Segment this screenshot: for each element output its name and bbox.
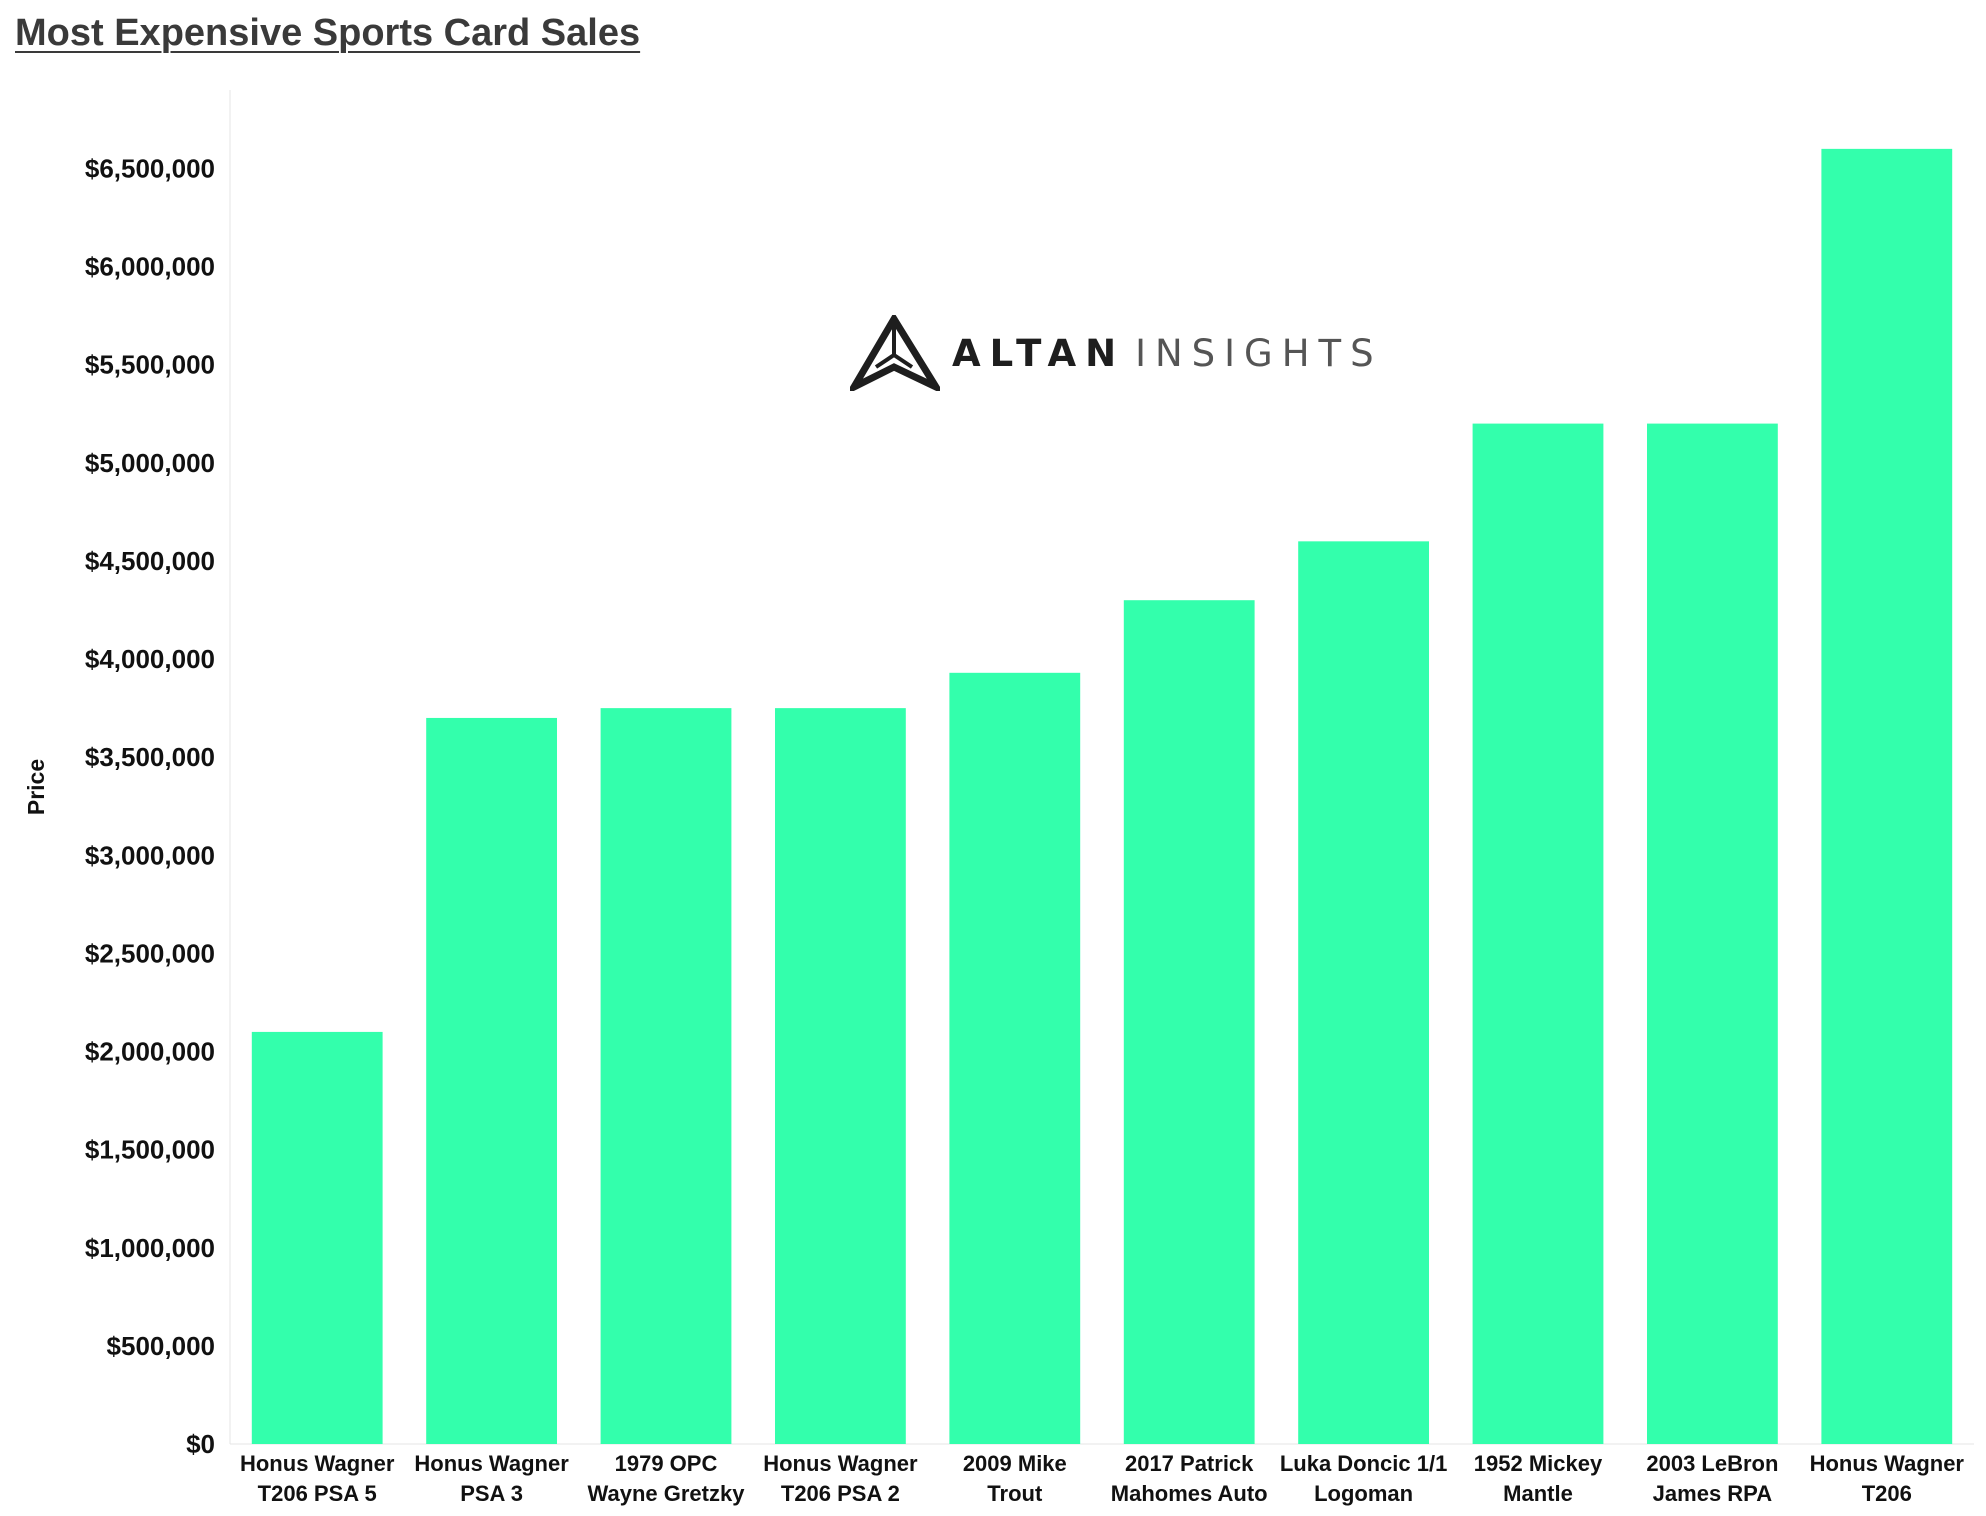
logo-word-altan: ALTAN [952,331,1126,375]
y-tick-label: $5,000,000 [85,448,215,478]
y-tick-label: $3,500,000 [85,742,215,772]
bar [1472,423,1604,1444]
y-tick-label: $1,000,000 [85,1233,215,1263]
y-axis-title: Price [23,759,49,815]
x-tick-label: 1952 Mickey [1474,1451,1603,1476]
bar [1821,148,1953,1444]
x-tick-label: T206 PSA 5 [258,1481,377,1506]
bar [426,717,557,1444]
y-tick-label: $5,500,000 [85,350,215,380]
logo-wordmark: ALTAN INSIGHTS [952,332,1383,375]
x-tick-label: Wayne Gretzky [588,1481,746,1506]
x-tick-label: Luka Doncic 1/1 [1280,1451,1448,1476]
altan-insights-logo: ALTAN INSIGHTS [850,315,1383,391]
x-tick-label: Logoman [1314,1481,1413,1506]
y-tick-label: $500,000 [107,1331,215,1361]
bar [1298,541,1429,1444]
y-tick-label: $2,500,000 [85,938,215,968]
y-tick-label: $6,500,000 [85,153,215,183]
x-tick-label: PSA 3 [460,1481,523,1506]
x-tick-label: Honus Wagner [240,1451,395,1476]
logo-word-insights: INSIGHTS [1135,331,1383,375]
x-tick-label: 2003 LeBron [1646,1451,1778,1476]
y-tick-label: $0 [186,1429,215,1459]
x-tick-label: Honus Wagner [763,1451,918,1476]
x-tick-label: 2017 Patrick [1125,1451,1254,1476]
bar [1123,600,1255,1444]
x-tick-label: James RPA [1653,1481,1773,1506]
bar [775,708,906,1444]
y-tick-label: $3,000,000 [85,840,215,870]
y-tick-label: $1,500,000 [85,1135,215,1165]
x-tick-label: Honus Wagner [1810,1451,1965,1476]
bar [600,708,732,1444]
y-tick-label: $6,000,000 [85,252,215,282]
bar [949,672,1081,1444]
x-tick-label: T206 [1862,1481,1912,1506]
bar [251,1031,383,1444]
x-tick-label: Honus Wagner [414,1451,569,1476]
altan-triangle-icon [850,315,940,391]
x-tick-label: T206 PSA 2 [781,1481,900,1506]
y-tick-label: $4,000,000 [85,644,215,674]
x-tick-label: Mantle [1503,1481,1573,1506]
x-tick-label: 2009 Mike [963,1451,1067,1476]
x-tick-label: Mahomes Auto [1111,1481,1268,1506]
bar [1647,423,1778,1444]
y-tick-label: $2,000,000 [85,1037,215,1067]
chart-title: Most Expensive Sports Card Sales [15,12,641,54]
x-tick-label: 1979 OPC [615,1451,718,1476]
y-tick-label: $4,500,000 [85,546,215,576]
x-tick-label: Trout [987,1481,1043,1506]
